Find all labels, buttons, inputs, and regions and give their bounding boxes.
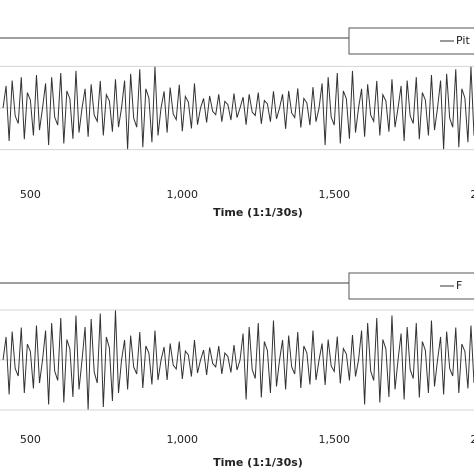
x-tick-label: 500 [20,433,41,446]
legend-label: F [456,279,462,292]
plot: 500 1,000 1,500 2,000 Time (1:1/30s) F [0,272,474,469]
x-tick-label: 500 [20,188,41,201]
legend-box [348,27,474,55]
x-tick-label: 1,000 [167,433,199,446]
x-tick-label: 2,000 [470,188,474,201]
data-line [2,66,474,150]
x-axis-title: Time (1:1/30s) [213,456,303,469]
legend-label: Pit [456,34,470,47]
x-tick-label: 1,000 [167,188,199,201]
plot: 500 1,000 1,500 2,000 Time (1:1/30s) Pit [0,27,474,219]
x-tick-label: 1,500 [318,433,350,446]
x-tick-label: 2,000 [470,433,474,446]
x-axis-title: Time (1:1/30s) [213,206,303,219]
data-line [2,310,474,410]
x-tick-label: 1,500 [318,188,350,201]
